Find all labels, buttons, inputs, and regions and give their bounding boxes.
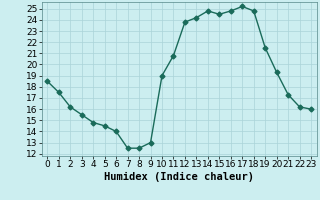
X-axis label: Humidex (Indice chaleur): Humidex (Indice chaleur) (104, 172, 254, 182)
